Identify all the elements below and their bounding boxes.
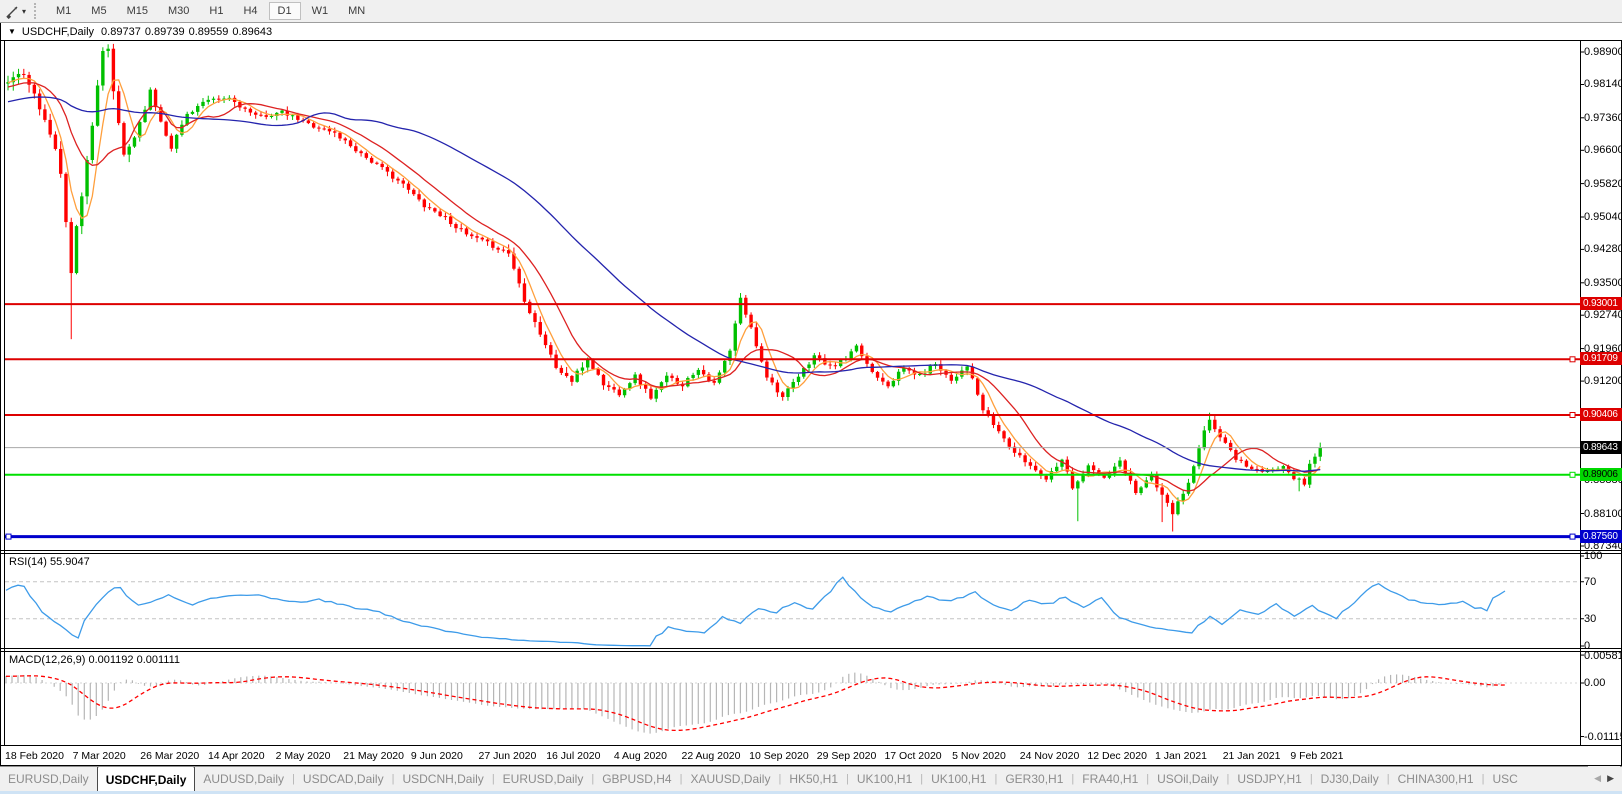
timeframe-button-d1[interactable]: D1: [268, 2, 301, 20]
chevron-down-icon[interactable]: ▾: [22, 6, 27, 16]
chart-tab-xauusd-daily[interactable]: XAUUSD,Daily: [690, 772, 771, 786]
bar-close-value: 0.89643: [232, 25, 273, 38]
tab-separator: |: [1146, 773, 1150, 785]
timeframe-button-m30[interactable]: M30: [167, 5, 190, 17]
bar-high-value: 0.89739: [144, 25, 185, 38]
timeframe-button-m15[interactable]: M15: [126, 5, 148, 17]
timeframe-button-group: M1 M5 M15 M30 H1 H4 D1 W1 MN: [46, 2, 375, 20]
crosshair-icon[interactable]: [2, 2, 22, 20]
tab-separator: |: [292, 773, 295, 785]
tab-separator: |: [1386, 773, 1390, 785]
timeframe-button-mn[interactable]: MN: [348, 5, 366, 17]
tab-separator: |: [1481, 773, 1485, 785]
chart-tab-gbpusd-h4[interactable]: GBPUSD,H4: [602, 772, 672, 786]
chart-tab-ger30-h1[interactable]: GER30,H1: [1005, 772, 1064, 786]
timeframe-button-m1[interactable]: M1: [56, 5, 72, 17]
chart-tabs-bar: EURUSD,Daily USDCHF,Daily AUDUSD,Daily | USD…: [0, 766, 1622, 791]
timeframe-button-h1[interactable]: H1: [209, 5, 224, 17]
chart-tab-usc[interactable]: USC: [1492, 772, 1518, 786]
tab-separator: |: [1226, 773, 1230, 785]
arrow-left-icon[interactable]: ◀: [1594, 772, 1602, 783]
rsi-indicator-label: RSI(14) 55.9047: [9, 556, 90, 568]
chart-tab-usdchf-daily[interactable]: USDCHF,Daily: [96, 767, 196, 791]
tab-separator: |: [846, 773, 849, 785]
chart-tab-usdcad-daily[interactable]: USDCAD,Daily: [302, 772, 384, 786]
timeframe-button-w1[interactable]: W1: [311, 5, 329, 17]
chart-tab-uk100-h1[interactable]: UK100,H1: [931, 772, 987, 786]
chart-dropdown-icon[interactable]: ▼: [8, 27, 16, 36]
timeframe-button-m5[interactable]: M5: [91, 5, 107, 17]
chart-tab-usdjpy-h1[interactable]: USDJPY,H1: [1237, 772, 1302, 786]
toolbar-grip: [34, 3, 40, 19]
tab-separator: |: [1309, 773, 1313, 785]
tab-scroll-arrows: ◀ ▶: [1588, 766, 1620, 790]
tab-separator: |: [679, 773, 683, 785]
tab-separator: |: [391, 773, 395, 785]
chart-tab-usoil-daily[interactable]: USOil,Daily: [1157, 772, 1219, 786]
tab-separator: |: [778, 773, 782, 785]
chart-tab-fra40-h1[interactable]: FRA40,H1: [1082, 772, 1139, 786]
timeframe-button-h4[interactable]: H4: [243, 5, 258, 17]
chart-tab-eurusd-daily[interactable]: EURUSD,Daily: [502, 772, 584, 786]
chart-tab-hk50-h1[interactable]: HK50,H1: [789, 772, 839, 786]
chart-tab-audusd-daily[interactable]: AUDUSD,Daily: [203, 772, 285, 786]
status-strip: [0, 791, 1622, 794]
chart-tab-uk100-h1[interactable]: UK100,H1: [856, 772, 913, 786]
tab-separator: |: [491, 773, 495, 785]
arrow-right-icon[interactable]: ▶: [1607, 772, 1614, 783]
chart-tab-china300-h1[interactable]: CHINA300,H1: [1397, 772, 1474, 786]
tab-separator: |: [920, 773, 924, 785]
chart-symbol-label: USDCHF,Daily: [21, 25, 95, 38]
bar-open-value: 0.89737: [101, 25, 141, 38]
tab-separator: |: [1071, 773, 1075, 785]
chart-tab-usdcnh-daily[interactable]: USDCNH,Daily: [402, 772, 484, 786]
chart-tab-dj30-daily[interactable]: DJ30,Daily: [1320, 772, 1379, 786]
macd-indicator-label: MACD(12,26,9) 0.001192 0.001111: [9, 654, 181, 666]
toolbar: ▾ M1 M5 M15 M30 H1 H4 D1 W1 MN: [0, 0, 1622, 23]
crosshair-icon-svg: [5, 6, 17, 19]
tab-separator: |: [994, 773, 998, 785]
chart-tab-eurusd-daily[interactable]: EURUSD,Daily: [8, 772, 89, 786]
chart-title-bar: ▼ USDCHF,Daily 0.89737 0.89739 0.89559 0…: [1, 23, 1622, 41]
tab-separator: |: [591, 773, 595, 785]
bar-low-value: 0.89559: [188, 25, 229, 38]
